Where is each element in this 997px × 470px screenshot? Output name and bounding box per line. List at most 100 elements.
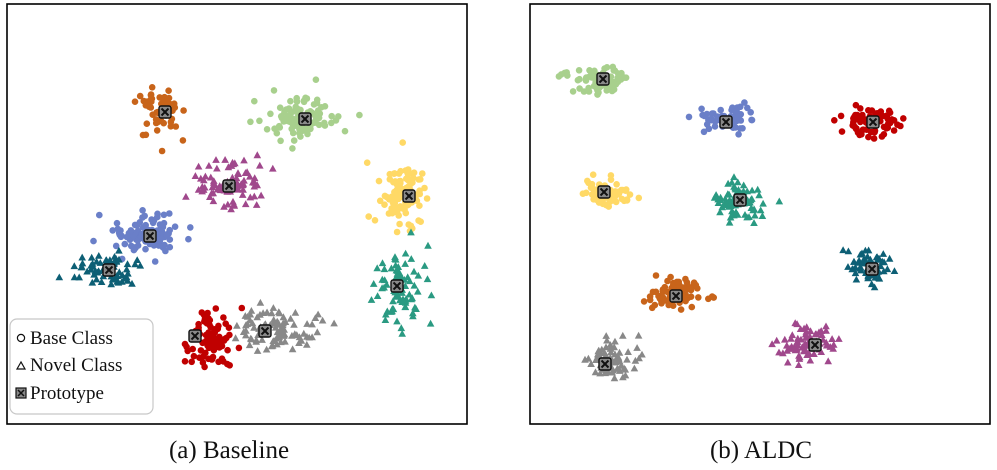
data-point xyxy=(880,131,888,138)
data-point xyxy=(279,321,287,329)
data-point xyxy=(728,178,736,186)
data-point xyxy=(70,273,79,281)
data-point xyxy=(794,334,802,342)
data-point xyxy=(172,123,180,130)
data-point xyxy=(615,348,624,356)
data-point xyxy=(190,352,198,360)
data-point xyxy=(856,250,865,258)
data-point xyxy=(818,331,826,338)
data-point xyxy=(411,303,419,311)
data-point xyxy=(708,110,716,117)
data-point xyxy=(241,200,250,208)
data-point xyxy=(659,294,666,302)
data-point xyxy=(665,301,672,309)
data-point xyxy=(878,257,887,265)
data-point xyxy=(717,106,724,114)
data-point xyxy=(848,265,856,273)
data-point xyxy=(206,321,213,328)
data-point xyxy=(725,202,733,210)
data-point xyxy=(401,303,410,311)
data-point xyxy=(748,186,756,194)
data-point xyxy=(419,170,426,177)
data-point xyxy=(212,156,220,163)
data-point xyxy=(569,88,577,95)
data-point xyxy=(150,242,158,249)
data-point xyxy=(407,222,415,230)
data-point xyxy=(795,353,804,361)
data-point xyxy=(274,319,283,327)
data-point xyxy=(235,344,243,352)
data-point xyxy=(136,92,144,100)
data-point xyxy=(240,156,248,164)
data-point xyxy=(136,219,144,226)
data-point xyxy=(376,197,384,205)
data-point xyxy=(781,335,789,343)
data-point xyxy=(311,119,319,126)
data-point xyxy=(407,228,415,236)
data-point xyxy=(725,218,734,226)
data-point xyxy=(835,335,843,342)
legend-triangle-icon xyxy=(15,360,27,370)
legend: Base Class Novel Class Prototype xyxy=(9,318,154,415)
data-point xyxy=(239,180,247,188)
data-point xyxy=(252,201,261,208)
data-point xyxy=(97,278,106,285)
data-point xyxy=(714,199,723,206)
data-point xyxy=(616,367,624,374)
data-point xyxy=(267,110,274,118)
data-point xyxy=(838,128,846,135)
data-point xyxy=(215,182,224,189)
data-point xyxy=(582,189,590,197)
data-point xyxy=(227,205,235,213)
data-point xyxy=(591,368,600,376)
data-point xyxy=(263,309,271,316)
data-point xyxy=(606,341,615,348)
data-point xyxy=(890,267,899,274)
data-point xyxy=(153,127,161,134)
data-point xyxy=(224,346,231,354)
data-point xyxy=(224,200,232,208)
prototype-marker xyxy=(102,263,116,277)
data-point xyxy=(405,183,413,190)
data-point xyxy=(863,252,872,260)
data-point xyxy=(88,278,97,286)
data-point xyxy=(158,147,166,155)
data-point xyxy=(582,77,590,84)
data-point xyxy=(209,353,217,361)
prototype-marker xyxy=(865,262,879,276)
data-point xyxy=(248,319,257,327)
data-point xyxy=(205,162,213,169)
data-point xyxy=(269,304,278,311)
data-point xyxy=(253,151,262,159)
data-point xyxy=(115,255,123,263)
data-point xyxy=(401,260,409,267)
data-point xyxy=(423,275,432,283)
data-point xyxy=(626,191,634,198)
data-point xyxy=(416,190,424,198)
data-point xyxy=(208,183,217,191)
data-point xyxy=(864,272,872,280)
data-point xyxy=(389,297,397,305)
data-point xyxy=(197,174,205,182)
data-point xyxy=(303,340,311,348)
data-point xyxy=(207,173,215,181)
data-point xyxy=(623,355,631,363)
data-point xyxy=(667,273,674,281)
data-point xyxy=(880,267,888,275)
data-point xyxy=(199,186,208,193)
data-point xyxy=(258,336,266,343)
data-point xyxy=(313,99,321,107)
data-point xyxy=(194,162,203,170)
legend-box xyxy=(9,318,154,415)
data-point xyxy=(113,219,121,227)
data-point xyxy=(182,192,190,200)
data-point xyxy=(139,131,147,139)
data-point xyxy=(195,320,202,328)
data-point xyxy=(110,253,119,260)
data-point xyxy=(210,177,218,184)
data-point xyxy=(114,278,123,286)
data-point xyxy=(784,358,792,366)
data-point xyxy=(603,64,611,71)
data-point xyxy=(217,343,224,350)
